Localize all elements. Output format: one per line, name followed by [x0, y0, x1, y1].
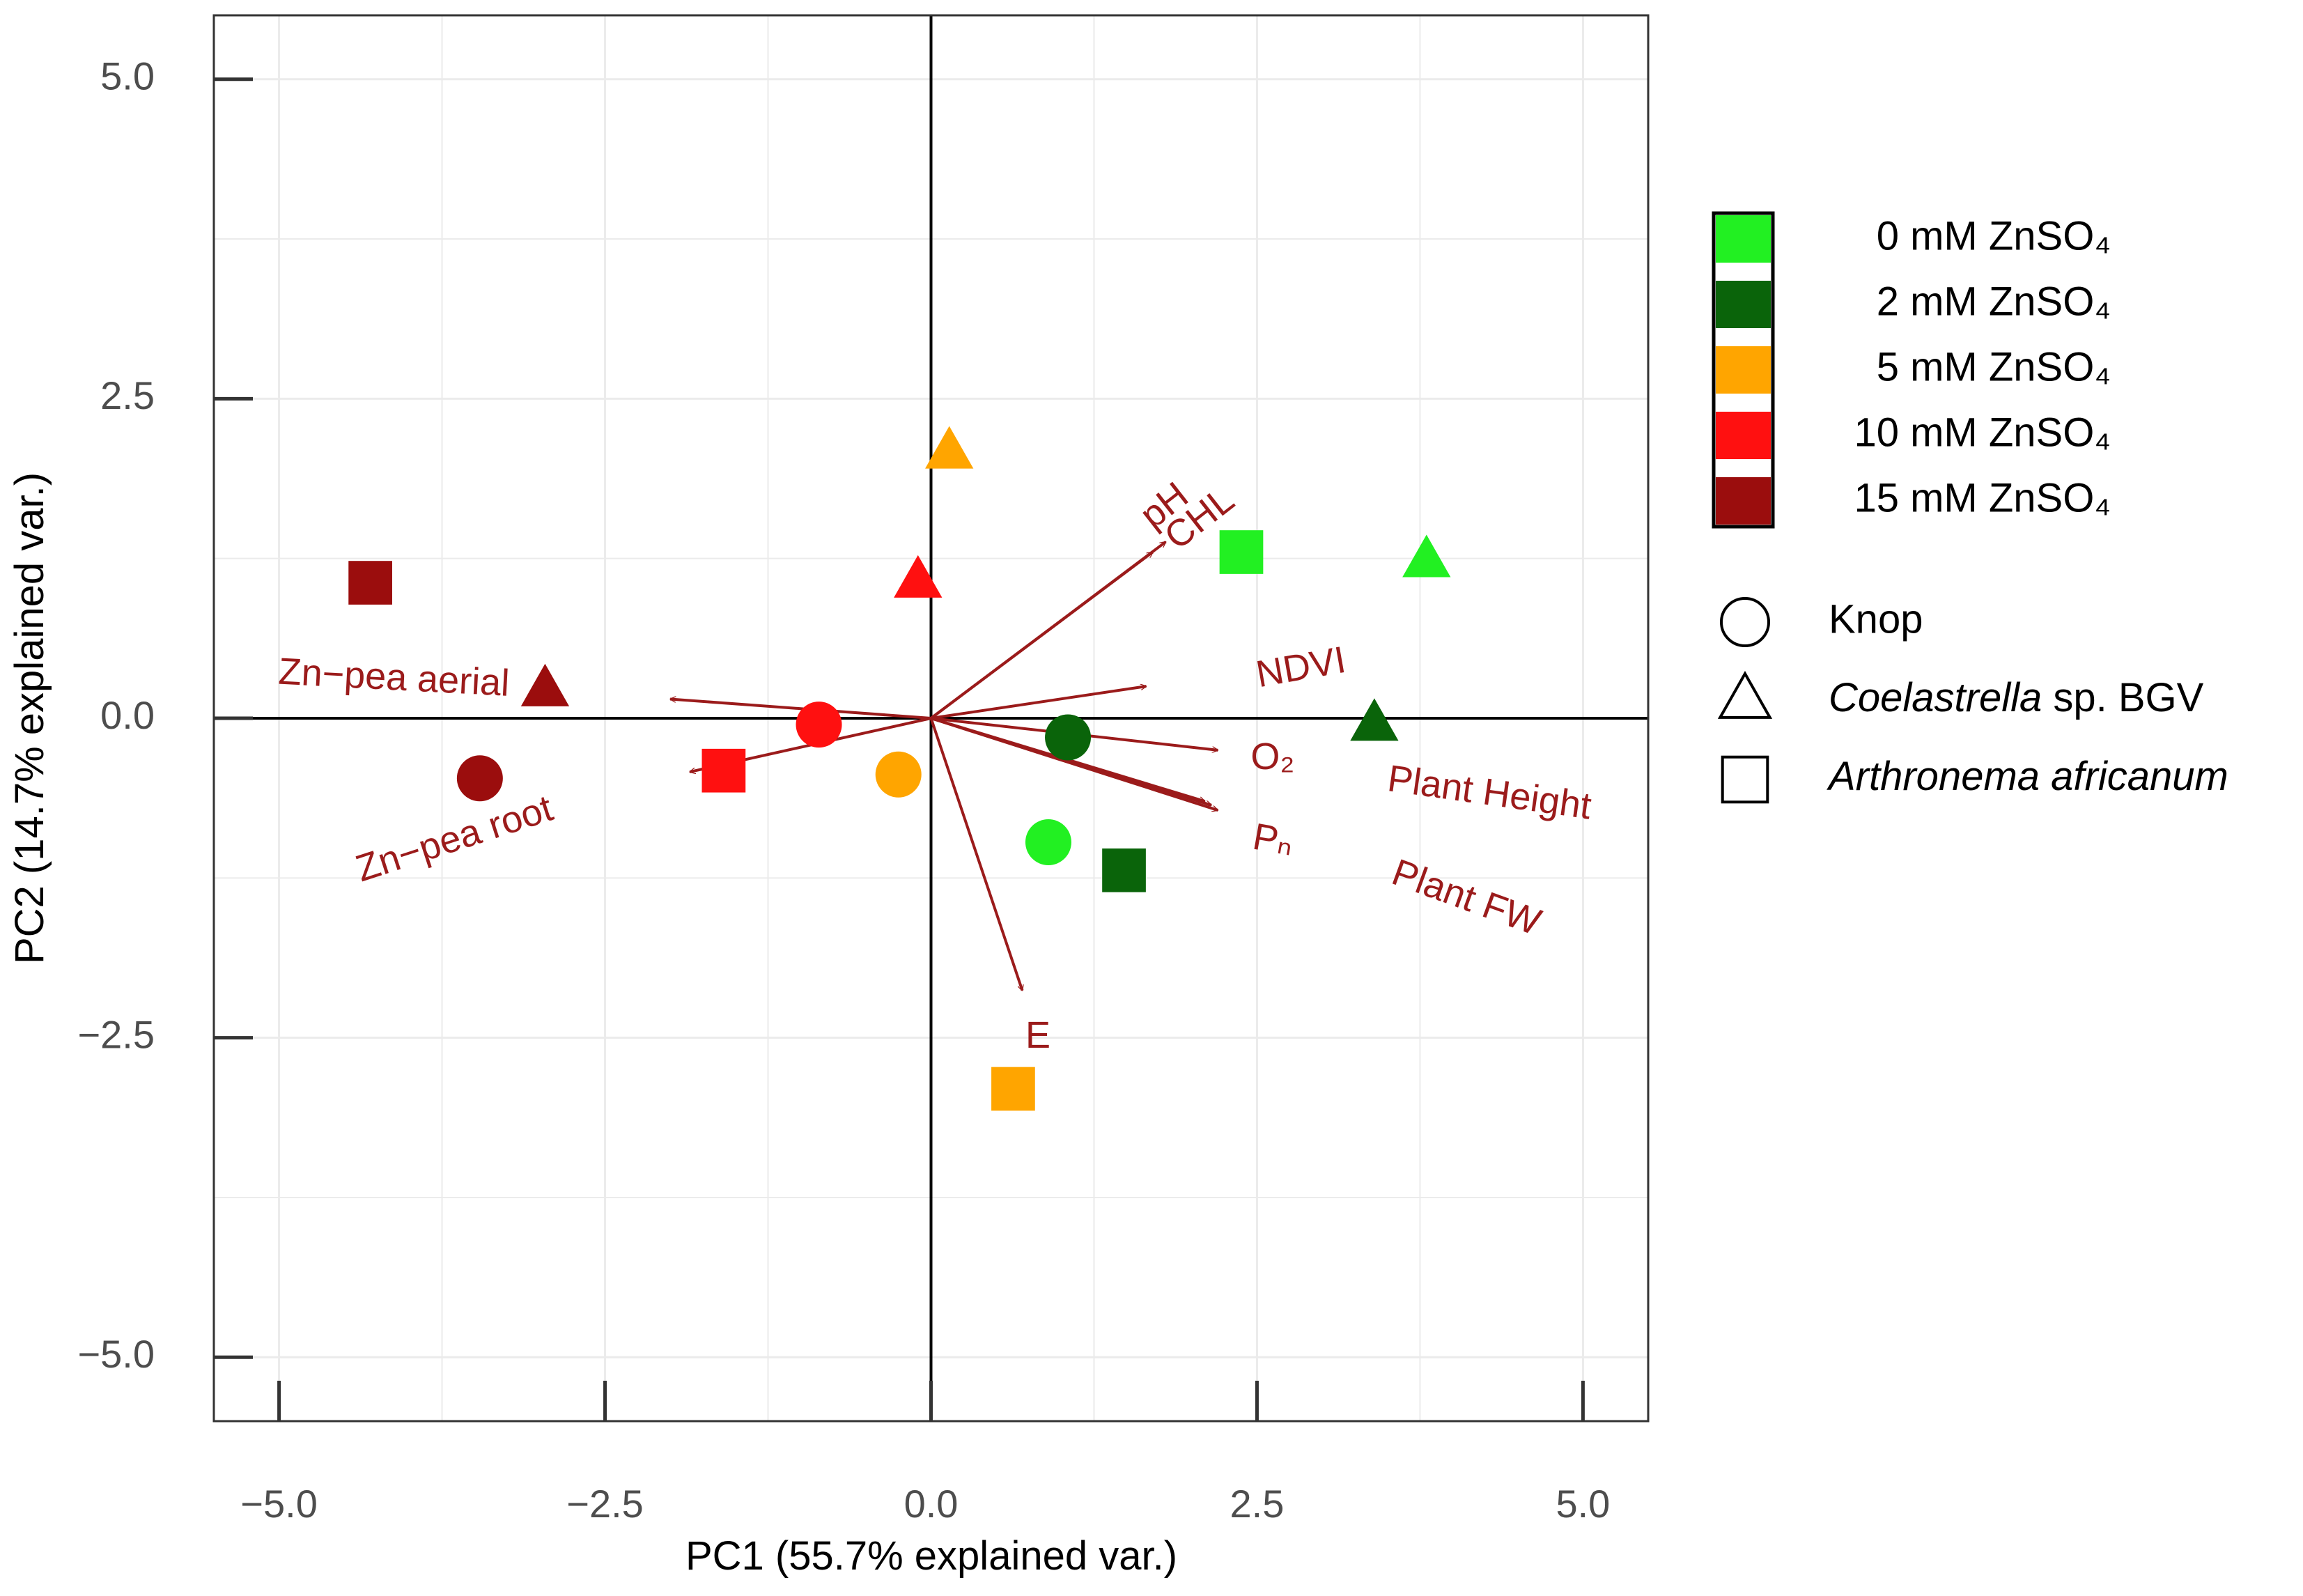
legend-color-label: 10 mM ZnSO₄	[1854, 410, 2111, 455]
y-tick-label: −2.5	[77, 1012, 155, 1056]
data-point-square	[991, 1067, 1035, 1111]
data-point-square	[1102, 848, 1146, 892]
data-point-triangle	[925, 426, 974, 469]
x-tick-label: −5.0	[240, 1482, 318, 1526]
legend-color-swatch	[1716, 477, 1771, 525]
loading-label: Pₙ	[1250, 816, 1296, 864]
legend-shape-label-italic: Coelastrella	[1829, 675, 2042, 720]
legend-color-swatch	[1716, 215, 1771, 263]
loading-arrow	[670, 699, 931, 720]
data-point-square	[701, 748, 746, 793]
x-tick-label: 5.0	[1556, 1482, 1610, 1526]
y-tick-label: −5.0	[77, 1332, 155, 1376]
data-point-circle	[1045, 714, 1092, 761]
y-tick-label: 5.0	[100, 54, 155, 98]
legend-shape-square-symbol	[1721, 755, 1769, 804]
loading-label: O₂	[1250, 736, 1294, 777]
data-point-circle	[875, 751, 922, 798]
data-point-circle	[1025, 819, 1071, 865]
legend-color-swatch	[1716, 346, 1771, 394]
x-axis-title: PC1 (55.7% explained var.)	[685, 1533, 1177, 1579]
legend-color-label: 5 mM ZnSO₄	[1877, 344, 2111, 389]
y-tick-label: 2.5	[100, 373, 155, 417]
data-point-triangle	[1350, 698, 1399, 741]
legend-shape-label: Coelastrella sp. BGV	[1829, 675, 2204, 720]
data-point-square	[1219, 530, 1264, 574]
data-point-triangle	[520, 663, 570, 706]
data-point-square	[348, 561, 392, 605]
legend-color-label: 2 mM ZnSO₄	[1877, 279, 2111, 324]
legend-shape-label-italic: Arthronema africanum	[1827, 754, 2228, 799]
y-axis-title: PC2 (14.7% explained var.)	[7, 472, 52, 964]
loading-arrow	[931, 686, 1147, 720]
x-tick-label: −2.5	[566, 1482, 644, 1526]
data-point-triangle	[894, 555, 943, 598]
x-axis-ticks: −5.0 −2.5 0.0 2.5 5.0	[240, 1381, 1610, 1526]
y-tick-label: 0.0	[100, 693, 155, 737]
legend-shape-label: Arthronema africanum	[1827, 754, 2228, 799]
loading-arrow	[929, 718, 1023, 991]
legend-shape-label: Knop	[1829, 596, 1923, 642]
data-point-circle	[456, 755, 503, 802]
loading-label: E	[1025, 1014, 1050, 1056]
legend-color-swatch	[1716, 412, 1771, 459]
legend-shape-circle-symbol	[1720, 597, 1770, 647]
legend-color: 0 mM ZnSO₄ 2 mM ZnSO₄ 5 mM ZnSO₄ 10 mM ZnSO…	[1712, 211, 2111, 529]
legend-color-swatch	[1716, 281, 1771, 328]
x-tick-label: 2.5	[1230, 1482, 1285, 1526]
legend-color-label: 15 mM ZnSO₄	[1854, 475, 2111, 520]
legend-shape-triangle-symbol	[1717, 670, 1773, 719]
data-point-triangle	[1402, 534, 1451, 578]
data-points	[348, 426, 1451, 1111]
legend-color-label: 0 mM ZnSO₄	[1877, 213, 2111, 258]
data-point-circle	[796, 702, 842, 748]
x-tick-label: 0.0	[904, 1482, 959, 1526]
y-axis-ticks: 5.0 2.5 0.0 −2.5 −5.0	[77, 54, 253, 1376]
legend-shape: Knop Coelastrella sp. BGV Arthronema afric…	[1717, 596, 2228, 804]
loading-arrow	[930, 541, 1166, 720]
legend-shape-label-suffix: sp. BGV	[2042, 675, 2203, 720]
